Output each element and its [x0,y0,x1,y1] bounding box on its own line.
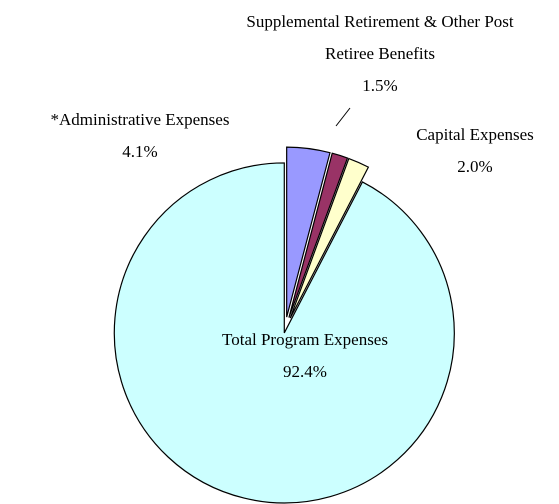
slice-value-label: 92.4% [283,362,327,381]
slice-label: Supplemental Retirement & Other Post Ret… [246,12,514,63]
pie-slice [286,146,331,318]
slice-value-label: 1.5% [362,76,398,95]
leader-line [335,107,351,127]
pie-slice [288,152,349,318]
slice-label: *Administrative Expenses [50,110,230,129]
slice-label: Capital Expenses [416,125,534,144]
slice-value-label: 2.0% [457,157,493,176]
pie-slice [113,162,455,504]
slice-label: Total Program Expenses [222,330,388,349]
slice-value-label: 4.1% [122,142,158,161]
pie-slice [289,157,370,319]
